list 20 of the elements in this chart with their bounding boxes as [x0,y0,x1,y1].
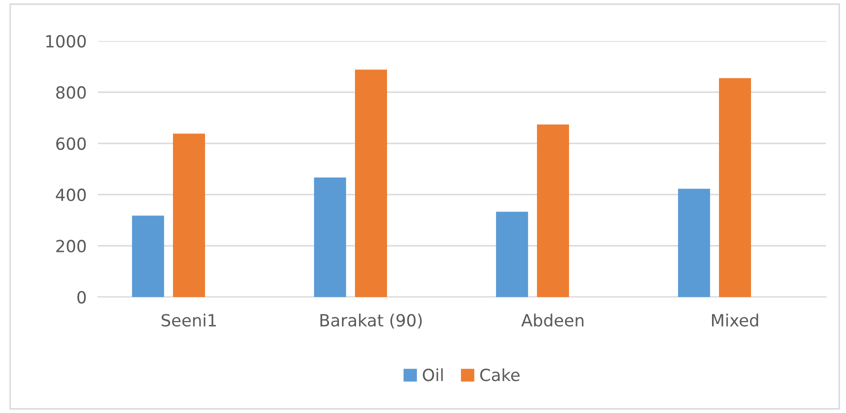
y-tick-label: 0 [77,290,86,304]
bar [718,78,752,297]
bar [678,188,710,297]
x-tick-label: Seeni1 [162,314,216,327]
legend-label: Oil [422,368,443,382]
y-tick-label: 600 [56,137,86,150]
y-tick-label: 800 [56,86,86,99]
bar [172,134,206,297]
y-tick-label: 1000 [46,34,86,48]
x-tick-label: Mixed [712,314,758,327]
bar [314,177,346,297]
bar [536,124,570,297]
y-tick-label: 400 [56,188,86,202]
bar [354,70,388,297]
bar [132,216,164,297]
bar [496,212,528,297]
x-tick-label: Abdeen [521,314,584,327]
legend-label: Cake [480,368,520,382]
x-tick-label: Barakat (90) [320,314,422,329]
y-tick-label: 200 [56,240,86,252]
